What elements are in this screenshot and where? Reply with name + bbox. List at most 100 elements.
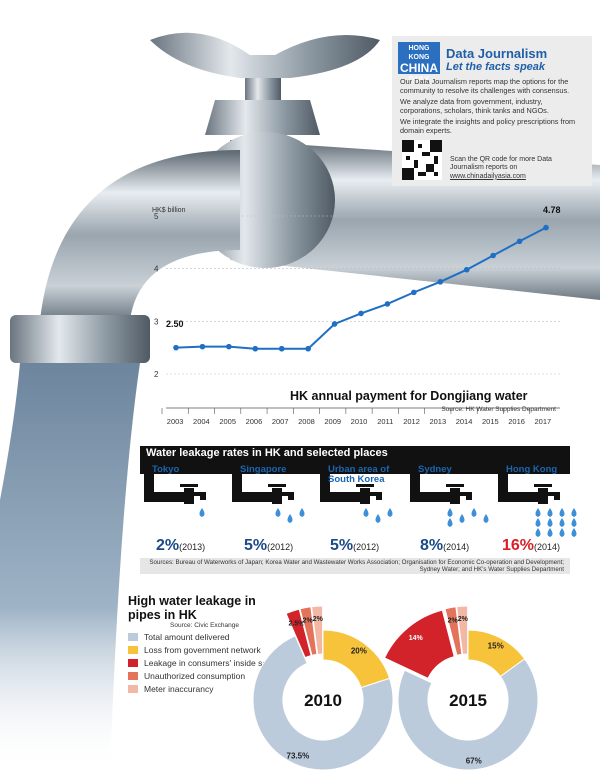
branch-pipe bbox=[320, 474, 360, 502]
water-drop-icon bbox=[535, 528, 541, 537]
slice-label: 2% bbox=[313, 616, 324, 623]
donut-slice bbox=[456, 605, 469, 655]
leakage-title: Water leakage rates in HK and selected p… bbox=[146, 447, 388, 459]
place-label-tokyo: Tokyo bbox=[152, 464, 180, 475]
data-point bbox=[278, 345, 285, 352]
water-drop-icon bbox=[275, 508, 281, 517]
water-drop-icon bbox=[363, 508, 369, 517]
water-drop-icon bbox=[199, 508, 205, 517]
slice-label: 20% bbox=[351, 647, 367, 656]
data-point bbox=[437, 279, 444, 285]
data-point bbox=[331, 321, 338, 327]
donut-center bbox=[438, 670, 498, 730]
tap-handle-icon bbox=[356, 484, 374, 487]
water-drop-icon bbox=[571, 518, 577, 527]
legend-swatch bbox=[128, 672, 138, 680]
slice-label: 2% bbox=[303, 617, 314, 624]
promo-paragraph-2: We analyze data from government, industr… bbox=[400, 97, 549, 115]
legend-swatch bbox=[128, 685, 138, 693]
qr-caption: Scan the QR code for more Data Journalis… bbox=[450, 156, 552, 180]
x-tick-label: 2009 bbox=[324, 417, 341, 426]
china-daily-logo: HONG KONG CHINA DAILY bbox=[398, 42, 440, 83]
legend-swatch bbox=[128, 659, 138, 667]
water-drop-icon bbox=[375, 514, 381, 523]
y-tick-label: 4 bbox=[154, 265, 159, 274]
chart-gridlines bbox=[166, 215, 560, 409]
tap-spout-icon bbox=[194, 492, 206, 500]
water-drop-icon bbox=[447, 508, 453, 517]
tap-spout-icon bbox=[370, 492, 382, 500]
place-label-south-korea: Urban area of South Korea bbox=[328, 464, 390, 485]
water-drop-icon bbox=[387, 508, 393, 517]
tap-body-icon bbox=[272, 488, 282, 504]
legend-swatch bbox=[128, 633, 138, 641]
x-tick-label: 2003 bbox=[167, 417, 184, 426]
donut-year-label: 2015 bbox=[449, 691, 487, 710]
data-point bbox=[305, 345, 311, 352]
water-drop-icon bbox=[571, 528, 577, 537]
water-drop-icon bbox=[535, 508, 541, 517]
x-tick-label: 2015 bbox=[482, 417, 499, 426]
donut-slice bbox=[252, 635, 394, 771]
data-point bbox=[411, 289, 417, 296]
data-point bbox=[358, 310, 364, 317]
slice-label: 15% bbox=[488, 642, 504, 651]
main-pipe bbox=[140, 462, 570, 474]
water-drop-icon bbox=[571, 508, 577, 517]
water-drop-icon bbox=[547, 508, 553, 517]
slice-label: 2% bbox=[458, 616, 469, 623]
tap-body-icon bbox=[360, 488, 370, 504]
rate-sydney: 8%(2014) bbox=[420, 537, 470, 554]
last-data-label: 4.78 bbox=[543, 205, 561, 215]
place-label-hong-kong: Hong Kong bbox=[506, 464, 558, 475]
x-tick-label: 2006 bbox=[246, 417, 263, 426]
promo-link[interactable]: www.chinadailyasia.com bbox=[450, 172, 526, 180]
rate-singapore: 5%(2012) bbox=[244, 537, 294, 554]
donut-slice bbox=[444, 606, 463, 656]
rate-tokyo: 2%(2013) bbox=[156, 537, 206, 554]
tap-body-icon bbox=[450, 488, 460, 504]
legend-item-total: Total amount delivered bbox=[128, 632, 230, 643]
x-tick-label: 2014 bbox=[456, 417, 473, 426]
x-tick-label: 2004 bbox=[193, 417, 210, 426]
water-drop-icon bbox=[471, 508, 477, 517]
branch-pipe bbox=[232, 474, 272, 502]
data-point bbox=[384, 301, 391, 307]
tap-spout-icon bbox=[548, 492, 560, 500]
leakage-source: Sources: Bureau of Waterworks of Japan; … bbox=[140, 558, 570, 574]
data-journalism-promo: HONG KONG CHINA DAILY Data Journalism Le… bbox=[392, 36, 592, 186]
donut-year-label: 2010 bbox=[304, 691, 342, 710]
slice-label: 14% bbox=[409, 635, 424, 642]
branch-pipe bbox=[410, 474, 450, 502]
tap-handle-icon bbox=[180, 484, 198, 487]
data-point bbox=[463, 266, 470, 273]
donut-center bbox=[293, 670, 353, 730]
first-data-label: 2.50 bbox=[166, 319, 184, 329]
data-point bbox=[543, 224, 549, 231]
tap-spout-icon bbox=[460, 492, 472, 500]
tap-spout-icon bbox=[282, 492, 294, 500]
line-chart-title: HK annual payment for Dongjiang water bbox=[290, 389, 528, 403]
water-drop-icon bbox=[547, 528, 553, 537]
x-tick-label: 2017 bbox=[535, 417, 552, 426]
water-drop-icon bbox=[459, 514, 465, 523]
x-tick-label: 2013 bbox=[429, 417, 446, 426]
y-axis-label: HK$ billion bbox=[152, 207, 186, 214]
legend-item-unauthorized: Unauthorized consumption bbox=[128, 671, 245, 682]
donut-slice bbox=[383, 609, 455, 680]
branch-pipe bbox=[144, 474, 184, 502]
slice-label: 2.5% bbox=[288, 620, 305, 627]
legend-item-consumer-leak: Leakage in consumers' inside services bbox=[128, 658, 289, 669]
qr-code-icon[interactable] bbox=[402, 140, 442, 180]
y-tick-label: 5 bbox=[154, 212, 159, 221]
tap-handle-icon bbox=[534, 484, 552, 487]
x-tick-label: 2012 bbox=[403, 417, 420, 426]
tap-handle-icon bbox=[446, 484, 464, 487]
x-tick-label: 2016 bbox=[508, 417, 525, 426]
donut-slice bbox=[285, 608, 312, 659]
water-drop-icon bbox=[547, 518, 553, 527]
tap-body-icon bbox=[184, 488, 194, 504]
pie-section-source: Source: Civic Exchange bbox=[170, 622, 240, 629]
